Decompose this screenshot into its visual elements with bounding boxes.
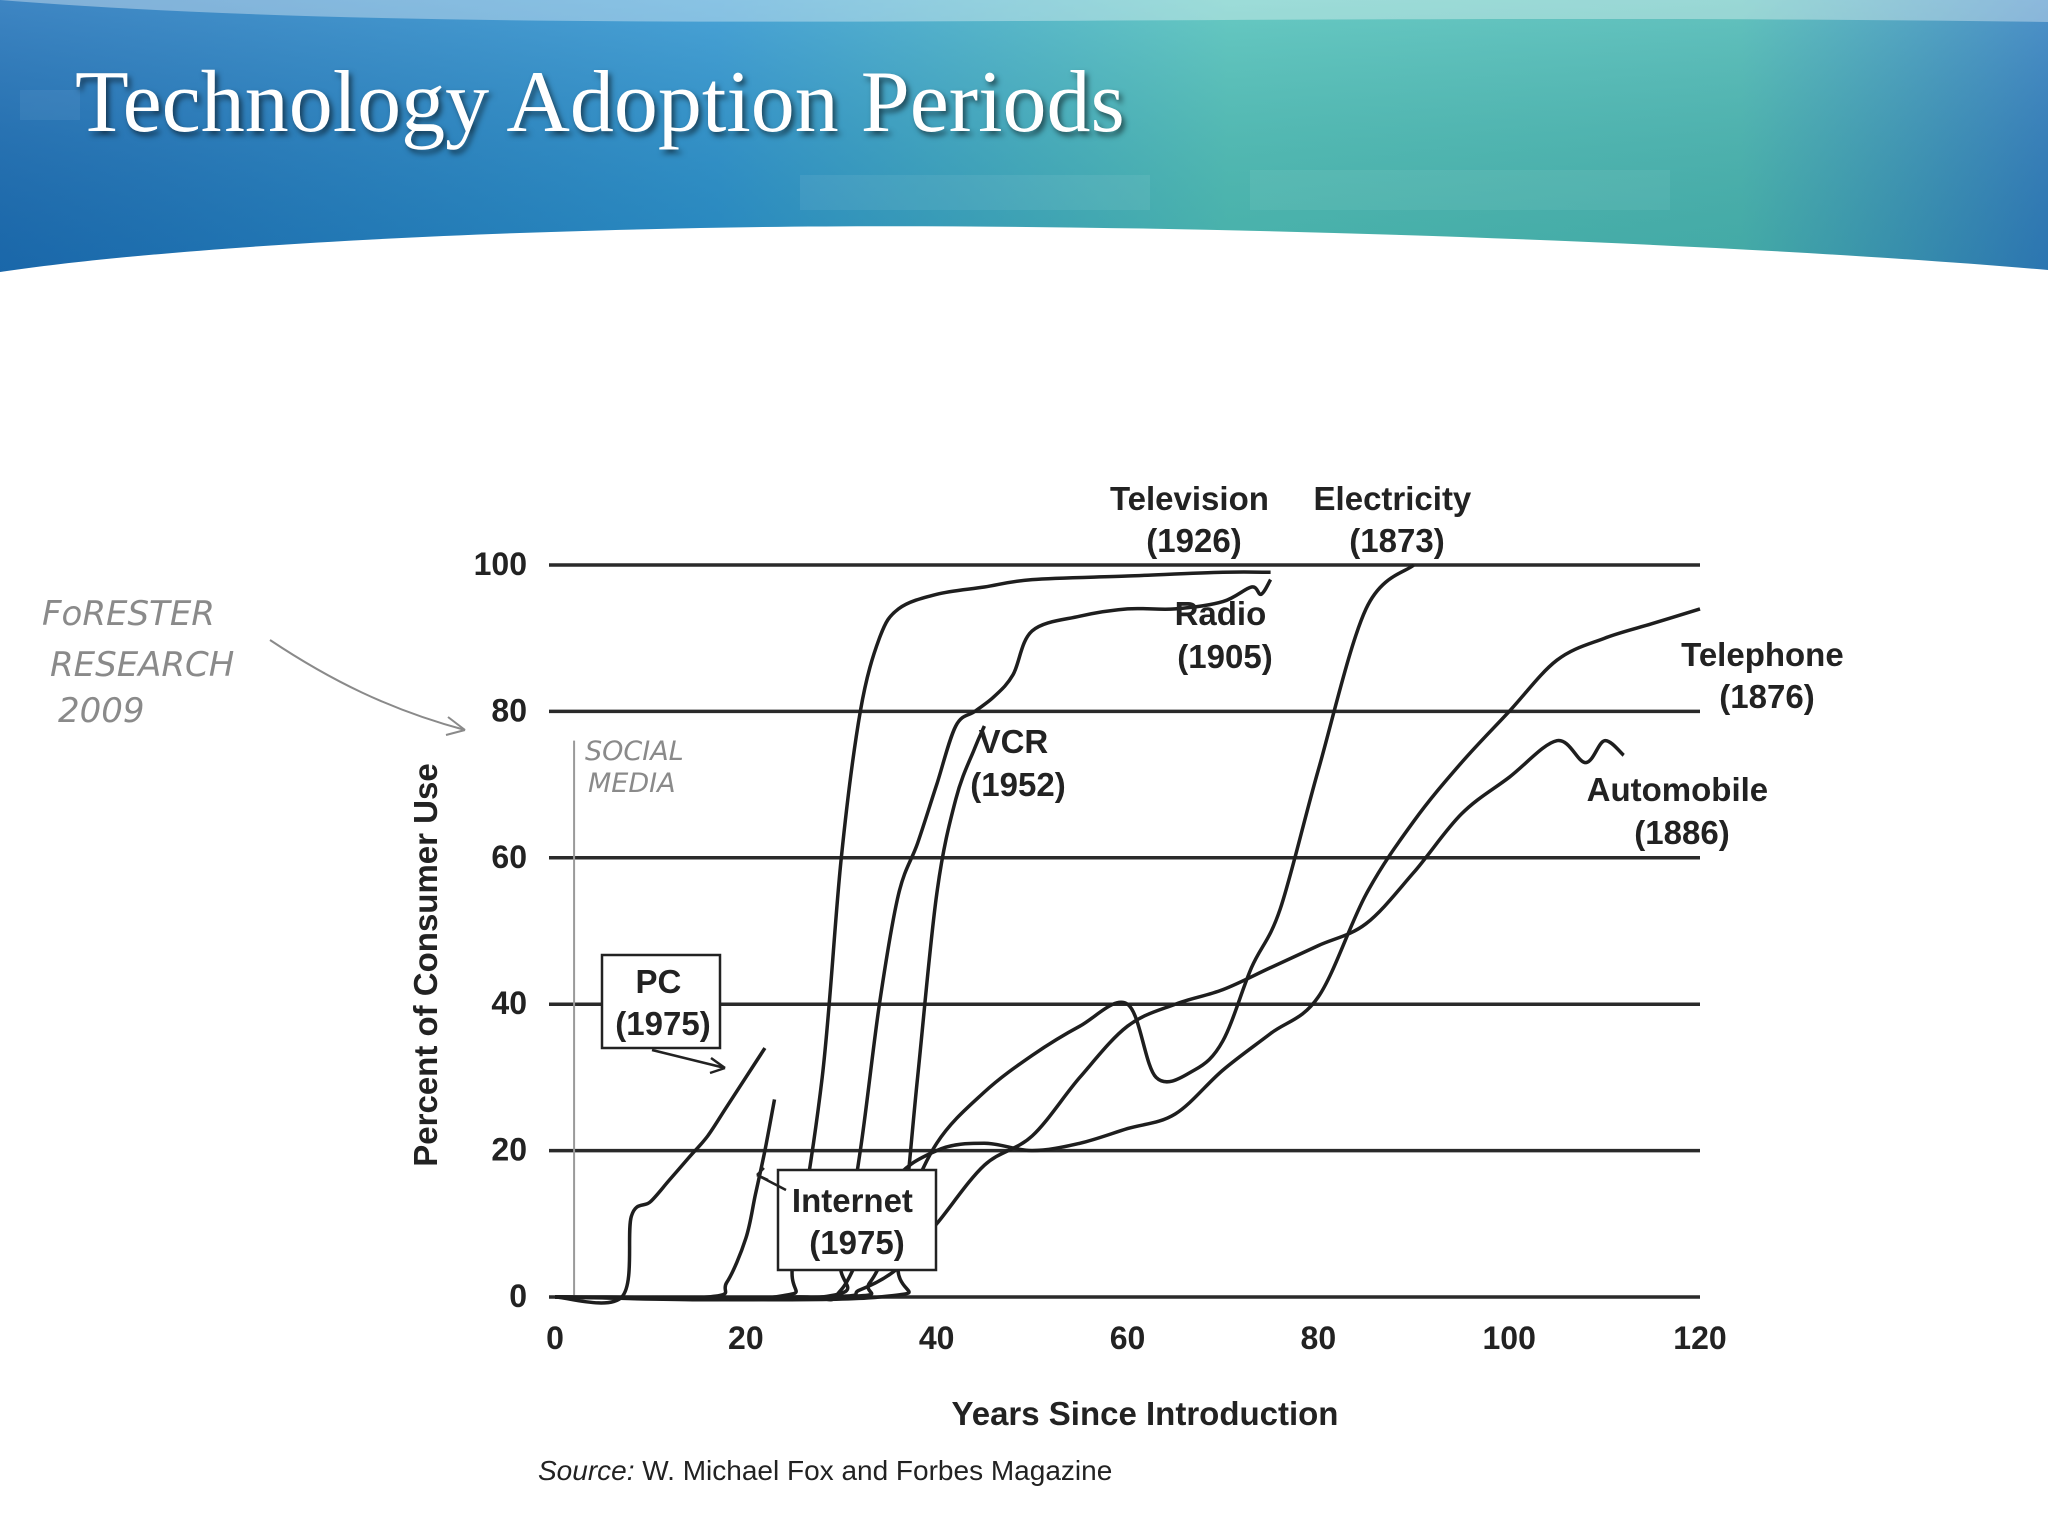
slide-title: Technology Adoption Periods [75,54,1125,151]
label-television: Television (1926) [1110,480,1278,559]
pc-pointer-arrow [651,1048,726,1070]
x-axis-title: Years Since Introduction [952,1395,1339,1432]
internet-pointer-arrowhead [756,1167,769,1182]
series-lines [554,563,1701,1305]
label-vcr-year: (1952) [970,766,1065,803]
internet-label-box: Internet (1975) [776,1168,938,1272]
handwritten-annotation: FoRESTER RESEARCH 2009 SOCIAL MEDIA [42,594,692,799]
svg-text:PC (1975): PC (1975) [615,963,710,1042]
x-tick-60: 60 [1110,1320,1146,1356]
label-electricity-year: (1873) [1349,522,1444,559]
y-tick-80: 80 [491,692,527,728]
label-telephone-year: (1876) [1719,678,1814,715]
x-tick-80: 80 [1301,1320,1337,1356]
svg-text:Internet (1975): Internet (1975) [792,1182,922,1261]
svg-text:FoRESTER RESEARCH: FoRESTER RESEARCH 2009 [42,594,245,731]
y-tick-0: 0 [509,1278,527,1314]
social-media-line-2: MEDIA [588,768,676,799]
label-internet-year: (1975) [809,1224,904,1261]
label-radio-year: (1905) [1177,638,1272,675]
series-line-pc [554,1047,767,1305]
y-tick-labels: 0 20 40 60 80 100 [474,546,527,1314]
x-tick-100: 100 [1482,1320,1535,1356]
source-rest: W. Michael Fox and Forbes Magazine [635,1455,1113,1486]
label-automobile-year: (1886) [1634,814,1729,851]
label-pc-year: (1975) [615,1005,710,1042]
pc-pointer-arrowhead [709,1056,726,1075]
x-tick-120: 120 [1673,1320,1726,1356]
x-tick-0: 0 [546,1320,564,1356]
series-line-television [554,570,1271,1302]
label-electricity: Electricity (1873) [1314,480,1481,559]
label-telephone-name: Telephone [1681,636,1844,673]
label-telephone: Telephone (1876) [1681,636,1853,715]
series-line-automobile [554,738,1625,1300]
y-tick-20: 20 [491,1132,527,1168]
label-vcr: VCR (1952) [970,723,1065,803]
title-banner [0,0,2048,272]
x-tick-40: 40 [919,1320,955,1356]
label-pc-name: PC [635,963,681,1000]
label-automobile: Automobile (1886) [1587,771,1778,851]
svg-text:SOCIAL MEDIA: SOCIAL MEDIA [585,736,692,799]
source-prefix: Source: [538,1455,635,1486]
x-tick-20: 20 [728,1320,764,1356]
gridlines [549,563,1700,1299]
label-electricity-name: Electricity [1314,480,1472,517]
label-vcr-name: VCR [979,723,1049,760]
label-radio-name: Radio [1175,595,1267,632]
label-automobile-name: Automobile [1587,771,1768,808]
hand-note-line-2: RESEARCH [50,645,234,685]
y-tick-60: 60 [491,839,527,875]
y-tick-100: 100 [474,546,527,582]
label-radio: Radio (1905) [1175,595,1276,675]
label-television-year: (1926) [1146,522,1241,559]
y-axis-title: Percent of Consumer Use [407,763,444,1166]
series-line-electricity [554,563,1415,1300]
social-media-line-1: SOCIAL [585,736,684,767]
hand-note-line-3: 2009 [58,691,145,731]
label-television-name: Television [1110,480,1269,517]
hand-note-line-1: FoRESTER [42,594,215,634]
source-note: Source: W. Michael Fox and Forbes Magazi… [538,1455,1112,1486]
series-line-internet [554,1099,777,1300]
hand-arrow [269,639,466,731]
y-tick-40: 40 [491,985,527,1021]
pc-label-box: PC (1975) [600,953,722,1050]
hand-arrowhead [445,716,466,736]
x-tick-labels: 0 20 40 60 80 100 120 [546,1320,1727,1356]
label-internet-name: Internet [792,1182,913,1219]
